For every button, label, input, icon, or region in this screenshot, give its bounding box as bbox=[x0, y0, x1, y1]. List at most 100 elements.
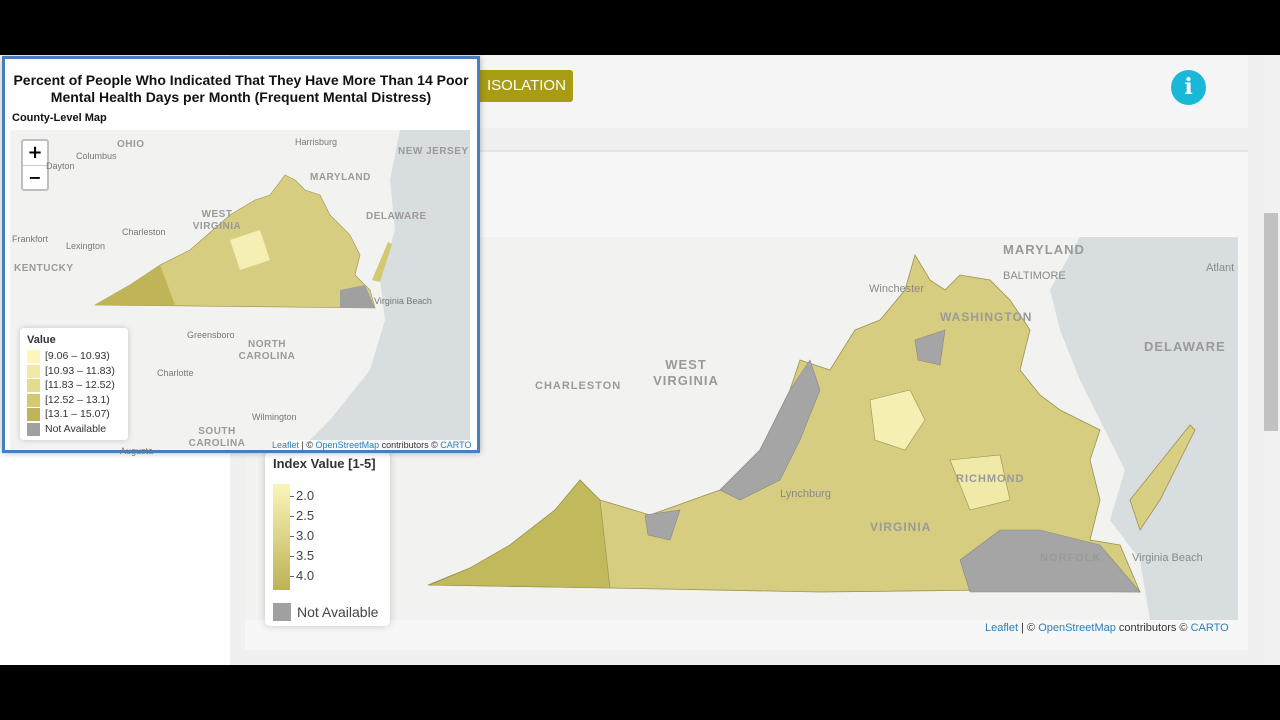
inset-map-label: Wilmington bbox=[252, 412, 297, 422]
popup: Percent of People Who Indicated That The… bbox=[2, 56, 480, 456]
map-label: DELAWARE bbox=[1144, 339, 1226, 354]
na-swatch bbox=[273, 603, 291, 621]
water bbox=[300, 130, 470, 450]
inset-map bbox=[10, 130, 470, 450]
map-label: MARYLAND bbox=[1003, 242, 1085, 257]
scrollbar bbox=[1262, 55, 1280, 665]
legend-item-label: [13.1 – 15.07) bbox=[45, 408, 110, 420]
legend-tick-label: 4.0 bbox=[296, 568, 315, 583]
legend-item-label: [12.52 – 13.1) bbox=[45, 393, 110, 406]
map-label: Atlant bbox=[1206, 262, 1235, 274]
attr-text: contributors © bbox=[381, 440, 438, 450]
inset-map-label: Greensboro bbox=[187, 330, 235, 340]
osm-link[interactable]: OpenStreetMap bbox=[315, 440, 380, 450]
inset-map-label: Charleston bbox=[122, 227, 166, 237]
county-region bbox=[869, 389, 926, 451]
inset-map-label: SOUTH CAROLINA bbox=[188, 426, 246, 449]
legend-title: Index Value [1-5] bbox=[273, 456, 376, 471]
county-region bbox=[429, 479, 611, 589]
county-region bbox=[95, 265, 175, 305]
legend-tick bbox=[290, 556, 294, 557]
legend-swatch bbox=[27, 364, 40, 378]
inset-map-label: Frankfort bbox=[12, 234, 49, 244]
legend-tick-label: 3.0 bbox=[296, 528, 315, 543]
map-label: WEST VIRGINIA bbox=[653, 357, 719, 388]
legend-gradient bbox=[273, 484, 290, 590]
carto-link[interactable]: CARTO bbox=[440, 440, 472, 450]
water bbox=[1050, 237, 1238, 620]
inset-legend-title: Value bbox=[27, 334, 56, 346]
map-label: Virginia Beach bbox=[1132, 552, 1203, 564]
legend-item-label: [11.83 – 12.52) bbox=[45, 379, 115, 391]
map-label: WASHINGTON bbox=[940, 310, 1033, 324]
scroll-thumb[interactable] bbox=[1264, 213, 1278, 431]
inset-map-label: NORTH CAROLINA bbox=[238, 339, 296, 362]
inset-map-label: Charlotte bbox=[157, 368, 194, 378]
eastern-shore bbox=[1129, 424, 1196, 531]
inset-map-label: WEST VIRGINIA bbox=[192, 209, 242, 232]
inset-map-label: Virginia Beach bbox=[374, 296, 432, 306]
not-available-region bbox=[644, 509, 681, 541]
eastern-shore bbox=[372, 242, 392, 282]
carto-link[interactable]: CARTO bbox=[1190, 622, 1229, 634]
na-label: Not Available bbox=[297, 604, 379, 620]
legend-tick-label: 2.0 bbox=[296, 488, 315, 503]
not-available-region bbox=[959, 529, 1141, 593]
legend-tick-label: 2.5 bbox=[296, 508, 315, 523]
inset-map-label: Augusta bbox=[120, 446, 154, 456]
inset-map-label: DELAWARE bbox=[366, 211, 427, 222]
legend-tick bbox=[290, 576, 294, 577]
button-label: ISOLATION bbox=[487, 77, 566, 94]
legend-swatch bbox=[27, 393, 40, 407]
not-available-region bbox=[719, 359, 821, 501]
leaflet-link[interactable]: Leaflet bbox=[272, 440, 300, 450]
legend-swatch bbox=[27, 408, 40, 421]
popup-title: Percent of People Who Indicated That The… bbox=[13, 72, 469, 105]
legend-tick bbox=[290, 516, 294, 517]
inset-map-label: Harrisburg bbox=[295, 137, 338, 147]
not-available-region bbox=[914, 329, 946, 366]
map-label: Winchester bbox=[869, 283, 925, 295]
isolation-button[interactable]: ISOLATION bbox=[476, 70, 573, 102]
county-region bbox=[949, 454, 1011, 511]
attr-text: | © bbox=[301, 440, 314, 450]
leaflet-link[interactable]: Leaflet bbox=[985, 622, 1019, 634]
legend-swatch bbox=[27, 422, 40, 436]
inset-map-label: KENTUCKY bbox=[14, 263, 74, 274]
zoom-out[interactable]: − bbox=[28, 168, 42, 187]
inset-map-label: NEW JERSEY bbox=[398, 146, 469, 157]
legend-item-label: Not Available bbox=[45, 422, 107, 435]
map-label: RICHMOND bbox=[956, 473, 1025, 485]
attr-text: contributors © bbox=[1118, 622, 1188, 634]
attribution: Leaflet | © OpenStreetMap contributors ©… bbox=[985, 622, 1229, 634]
osm-link[interactable]: OpenStreetMap bbox=[1038, 622, 1116, 634]
legend-tick-label: 3.5 bbox=[296, 548, 315, 563]
legend-swatch bbox=[27, 379, 40, 392]
inset-map-label: Dayton bbox=[46, 161, 75, 171]
map-label: VIRGINIA bbox=[870, 520, 932, 534]
popup-subtitle: County-Level Map bbox=[12, 112, 107, 124]
map-label: CHARLESTON bbox=[535, 380, 622, 392]
legend-tick bbox=[290, 496, 294, 497]
legend-tick bbox=[290, 536, 294, 537]
legend-swatch bbox=[27, 350, 40, 363]
zoom-in[interactable]: + bbox=[23, 141, 47, 166]
inset-attribution: Leaflet | © OpenStreetMap contributors ©… bbox=[272, 440, 472, 450]
inset-map-label: MARYLAND bbox=[310, 172, 371, 183]
legend: Index Value [1-5] 2.0 2.5 3.0 3.5 4.0 Not Av… bbox=[265, 452, 390, 626]
county-region bbox=[230, 230, 270, 270]
legend-item-label: [10.93 – 11.83) bbox=[45, 364, 115, 377]
inset-map-label: Lexington bbox=[66, 241, 106, 251]
map-label: BALTIMORE bbox=[1003, 270, 1066, 282]
not-available-region bbox=[340, 285, 375, 308]
attr-text: | © bbox=[1021, 622, 1036, 634]
inset-map-label: Columbus bbox=[76, 151, 117, 161]
map-label: NORFOLK bbox=[1040, 552, 1102, 564]
zoom-control: + − bbox=[21, 139, 49, 191]
info-icon[interactable]: i bbox=[1171, 70, 1206, 105]
inset-map-label: OHIO bbox=[117, 139, 145, 150]
legend-item-label: [9.06 – 10.93) bbox=[45, 350, 110, 362]
map-label: Lynchburg bbox=[780, 488, 831, 500]
inset-legend: Value [9.06 – 10.93) [10.93 – 11.83) [11.8… bbox=[20, 328, 128, 440]
